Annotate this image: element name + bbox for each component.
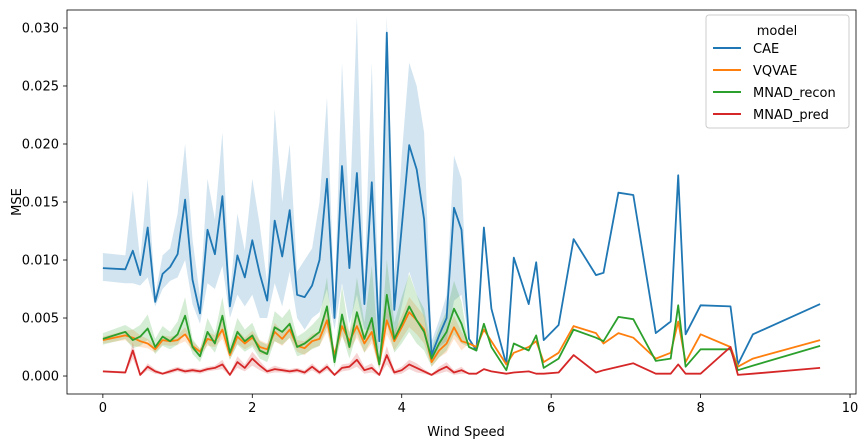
- vqvae-confidence-band: [102, 297, 821, 368]
- legend-label-mnad-pred: MNAD_pred: [753, 108, 829, 123]
- y-tick-label: 0.015: [22, 196, 59, 211]
- legend-box: [705, 14, 850, 129]
- y-tick-label: 0.020: [22, 137, 59, 152]
- x-tick-label: 10: [842, 401, 859, 416]
- legend: model CAE VQVAE MNAD_recon MNAD_pred: [705, 14, 850, 129]
- x-axis-label: Wind Speed: [427, 425, 505, 440]
- mnad-recon-line: [102, 293, 821, 372]
- legend-title: model: [757, 24, 797, 39]
- mnad-pred-line: [102, 346, 821, 376]
- x-axis-ticks: 0 2 4 6 8 10: [99, 394, 859, 416]
- series-lines: [102, 31, 821, 376]
- y-tick-label: 0.030: [22, 21, 59, 36]
- y-tick-label: 0.005: [22, 312, 59, 327]
- y-axis-label: MSE: [10, 188, 25, 216]
- legend-label-cae: CAE: [753, 42, 779, 57]
- cae-confidence-band: [102, 16, 821, 365]
- x-tick-label: 8: [696, 401, 704, 416]
- y-axis-ticks: 0.000 0.005 0.010 0.015 0.020 0.025 0.030: [22, 21, 67, 385]
- legend-label-mnad-recon: MNAD_recon: [753, 86, 836, 101]
- confidence-bands: [102, 16, 821, 376]
- x-tick-label: 4: [398, 401, 406, 416]
- legend-label-vqvae: VQVAE: [753, 64, 797, 79]
- mnad-pred-confidence-band: [102, 342, 821, 376]
- x-tick-label: 2: [248, 401, 256, 416]
- mnad-recon-confidence-band: [102, 260, 821, 371]
- y-tick-label: 0.010: [22, 254, 59, 269]
- x-tick-label: 0: [99, 401, 107, 416]
- y-tick-label: 0.025: [22, 79, 59, 94]
- legend-items: CAE VQVAE MNAD_recon MNAD_pred: [713, 42, 836, 123]
- x-tick-label: 6: [547, 401, 555, 416]
- y-tick-label: 0.000: [22, 370, 59, 385]
- cae-line: [102, 31, 821, 366]
